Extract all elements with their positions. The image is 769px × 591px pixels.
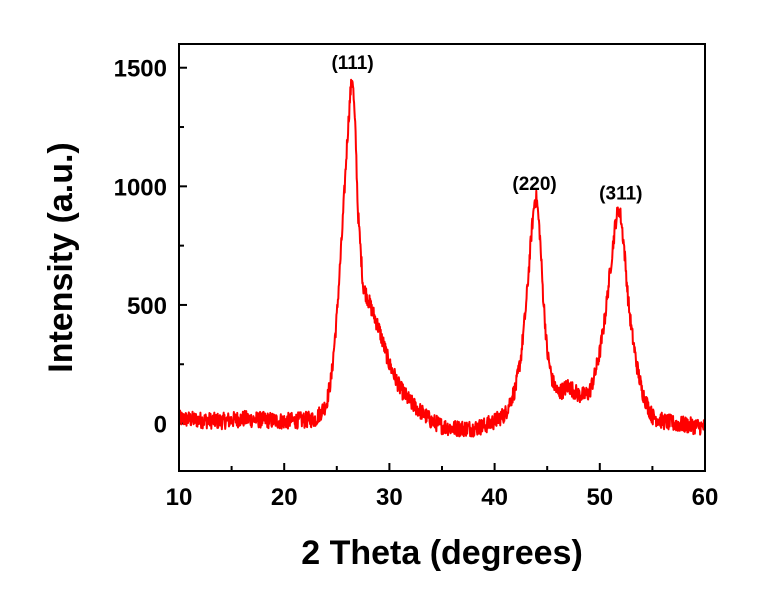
x-tick-label: 20 <box>271 484 298 511</box>
x-tick-label: 10 <box>166 484 193 511</box>
y-tick-label: 500 <box>127 293 167 320</box>
x-tick-label: 60 <box>692 484 719 511</box>
x-tick-label: 40 <box>481 484 508 511</box>
peak-label: (111) <box>331 53 373 74</box>
peak-label: (311) <box>599 184 642 205</box>
curve-layer <box>178 78 706 438</box>
labels-layer: 10 20 30 40 50 60 0 500 1000 1500 (111) (220) (311) <box>114 53 719 511</box>
x-axis-title: 2 Theta (degrees) <box>301 534 583 572</box>
x-tick-label: 50 <box>586 484 613 511</box>
y-tick-label: 1500 <box>114 56 167 83</box>
intensity-line <box>178 78 706 438</box>
plot-frame <box>178 43 706 472</box>
peak-label: (220) <box>512 174 556 195</box>
y-tick-label: 1000 <box>114 174 167 201</box>
x-tick-label: 30 <box>376 484 403 511</box>
y-tick-label: 0 <box>154 412 167 439</box>
y-axis-title: Intensity (a.u.) <box>42 142 80 372</box>
